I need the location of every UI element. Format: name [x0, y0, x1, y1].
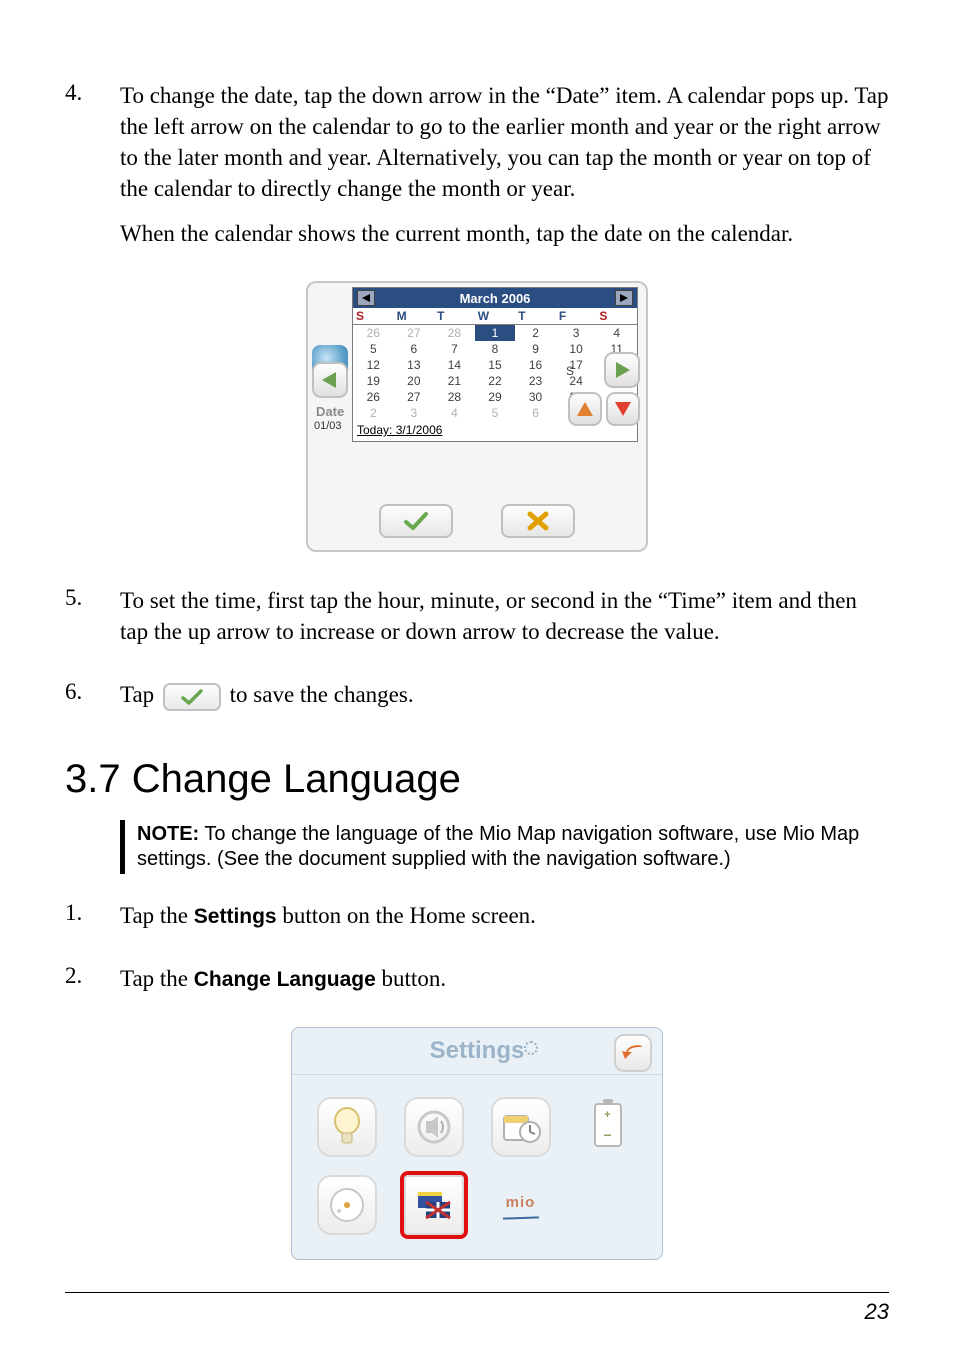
- settings-back-button[interactable]: [614, 1034, 652, 1072]
- text-pre: Tap the: [120, 903, 194, 928]
- calendar-next-button[interactable]: [615, 290, 633, 306]
- note-block: NOTE: To change the language of the Mio …: [120, 820, 889, 874]
- field-next-button[interactable]: [604, 352, 640, 388]
- inline-ok-button[interactable]: [163, 683, 221, 711]
- step-number: 4.: [65, 80, 120, 263]
- field-prev-button[interactable]: [312, 362, 348, 398]
- calendar-day[interactable]: 28: [434, 325, 475, 342]
- text-post: button.: [382, 966, 447, 991]
- about-icon[interactable]: mio: [493, 1175, 549, 1231]
- step-6-post: to save the changes.: [230, 682, 414, 707]
- backlight-icon[interactable]: [317, 1097, 377, 1157]
- ok-button[interactable]: [379, 504, 453, 538]
- step-6-pre: Tap: [120, 682, 160, 707]
- date-field-label: Date: [316, 404, 344, 419]
- step-number: 6.: [65, 679, 120, 725]
- calendar-day[interactable]: 5: [353, 341, 394, 357]
- calendar-day[interactable]: 4: [596, 325, 637, 342]
- calendar-day[interactable]: 7: [434, 341, 475, 357]
- calendar-dow: W: [475, 308, 516, 325]
- calendar-dow: F: [556, 308, 597, 325]
- settings-figure: Settings: [65, 1027, 889, 1265]
- screen-icon[interactable]: [317, 1175, 377, 1235]
- calendar-dow: M: [394, 308, 435, 325]
- step-body: To change the date, tap the down arrow i…: [120, 80, 889, 263]
- datetime-icon[interactable]: [491, 1097, 551, 1157]
- section-3-7-heading: 3.7 Change Language: [65, 757, 889, 802]
- calendar-prev-button[interactable]: [357, 290, 375, 306]
- step-5-para: To set the time, first tap the hour, min…: [120, 585, 889, 647]
- calendar-day[interactable]: 2: [515, 325, 556, 342]
- note-text: To change the language of the Mio Map na…: [137, 823, 859, 870]
- value-up-button[interactable]: [568, 392, 602, 426]
- settings-button-label: Settings: [194, 905, 277, 928]
- step-body: Tap the Settings button on the Home scre…: [120, 900, 889, 945]
- calendar-dow: S: [353, 308, 394, 325]
- power-icon[interactable]: +−: [580, 1097, 636, 1153]
- date-field-value[interactable]: 01/03: [314, 420, 342, 432]
- calendar-dow: T: [434, 308, 475, 325]
- calendar-day[interactable]: 1: [475, 325, 516, 342]
- calendar-day[interactable]: 9: [515, 341, 556, 357]
- calendar-day[interactable]: 6: [394, 341, 435, 357]
- sec37-step-1: 1. Tap the Settings button on the Home s…: [65, 900, 889, 945]
- step-body: Tap to save the changes.: [120, 679, 889, 725]
- page-footer: 23: [65, 1292, 889, 1325]
- calendar-figure: March 2006 SMTWTFS 262728123456789101112…: [65, 281, 889, 557]
- step-body: To set the time, first tap the hour, min…: [120, 585, 889, 661]
- settings-title: Settings: [430, 1037, 525, 1065]
- calendar-dow: S: [596, 308, 637, 325]
- change-language-icon[interactable]: [404, 1175, 464, 1235]
- mio-label: mio: [506, 1194, 536, 1211]
- calendar-day[interactable]: 3: [556, 325, 597, 342]
- calendar-day[interactable]: 10: [556, 341, 597, 357]
- page-number: 23: [865, 1299, 889, 1324]
- cancel-button[interactable]: [501, 504, 575, 538]
- step-4-para-1: To change the date, tap the down arrow i…: [120, 80, 889, 204]
- annotation-s: S: [566, 364, 574, 378]
- calendar-day[interactable]: 8: [475, 341, 516, 357]
- step-body: Tap the Change Language button.: [120, 963, 889, 1008]
- step-number: 2.: [65, 963, 120, 1008]
- sec37-step-2: 2. Tap the Change Language button.: [65, 963, 889, 1008]
- step-4-para-2: When the calendar shows the current mont…: [120, 218, 889, 249]
- text-pre: Tap the: [120, 966, 194, 991]
- volume-icon[interactable]: [404, 1097, 464, 1157]
- calendar-dow: T: [515, 308, 556, 325]
- step-4: 4. To change the date, tap the down arro…: [65, 80, 889, 263]
- calendar-day[interactable]: 27: [394, 325, 435, 342]
- step-5: 5. To set the time, first tap the hour, …: [65, 585, 889, 661]
- note-label: NOTE:: [137, 823, 199, 845]
- calendar-title[interactable]: March 2006: [460, 291, 531, 306]
- step-number: 1.: [65, 900, 120, 945]
- text-post: button on the Home screen.: [282, 903, 536, 928]
- step-6: 6. Tap to save the changes.: [65, 679, 889, 725]
- change-language-button-label: Change Language: [194, 968, 376, 991]
- value-down-button[interactable]: [606, 392, 640, 426]
- step-number: 5.: [65, 585, 120, 661]
- calendar-day[interactable]: 26: [353, 325, 394, 342]
